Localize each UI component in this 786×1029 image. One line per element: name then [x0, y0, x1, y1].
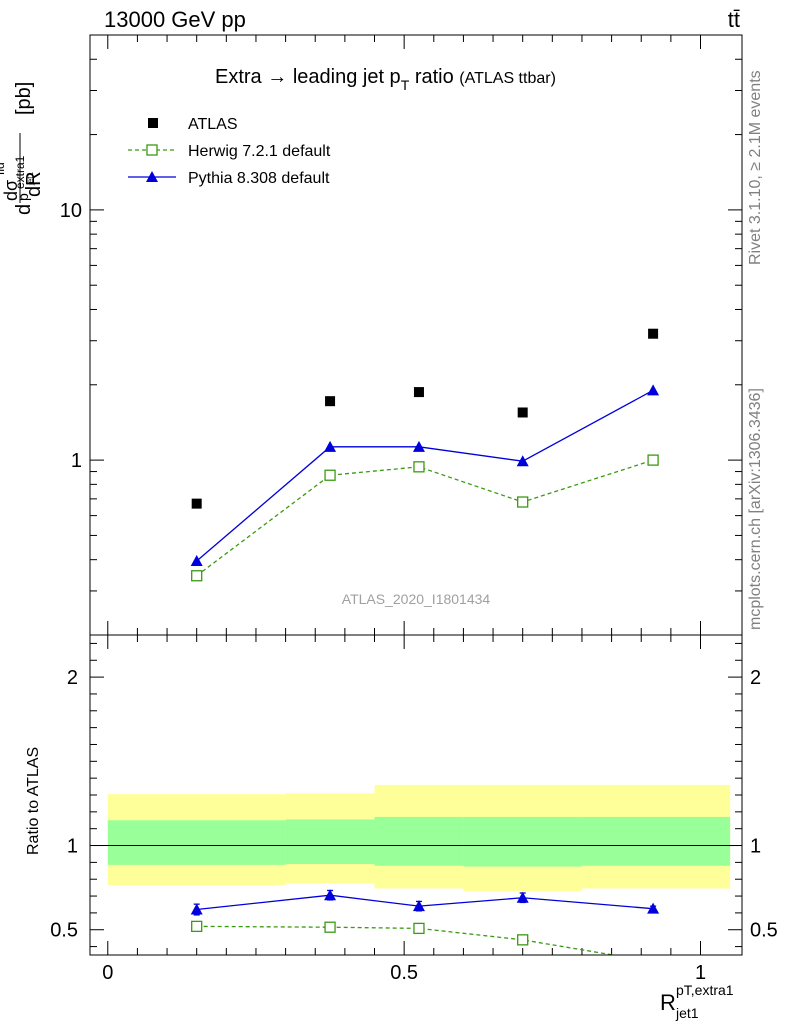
x-tick-label: 0.5 — [390, 962, 418, 984]
ratio-y-tick-label-right: 1 — [750, 836, 761, 858]
pythia-point — [516, 455, 529, 467]
side-label-lower: mcplots.cern.ch [arXiv:1306.3436] — [747, 388, 764, 630]
y-tick-label: 1 — [71, 450, 82, 472]
svg-text:pT,extra1: pT,extra1 — [676, 982, 734, 998]
ratio-plot-panel: 0.5 0.5 1 1 2 2 0 0.5 1 — [50, 635, 778, 984]
pythia-line — [196, 389, 654, 562]
atlas-uncertainty-band-inner — [374, 816, 464, 866]
pythia-ratio-point — [324, 889, 337, 901]
atlas-point — [517, 407, 528, 418]
side-label-upper: Rivet 3.1.10, ≥ 2.1M events — [747, 70, 764, 265]
herwig-ratio-point — [517, 934, 529, 946]
pythia-ratio-point — [412, 900, 425, 912]
pythia-ratio-line — [196, 894, 654, 911]
x-tick-label: 0 — [102, 962, 113, 984]
ratio-y-tick-label-left: 1 — [67, 836, 78, 858]
herwig-point — [191, 570, 203, 582]
herwig-ratio-point — [648, 957, 658, 967]
atlas-point — [191, 498, 202, 509]
herwig-point — [324, 469, 336, 481]
herwig-ratio-point — [324, 921, 336, 933]
legend: ATLAS Herwig 7.2.1 default Pythia 8.308 … — [128, 116, 331, 187]
atlas-uncertainty-band-inner — [463, 816, 582, 867]
svg-text:jet1: jet1 — [675, 1005, 699, 1021]
pythia-ratio-point — [516, 891, 529, 903]
pythia-ratio-point — [190, 903, 203, 915]
header-left: 13000 GeV pp — [104, 7, 246, 32]
atlas-point — [325, 396, 336, 407]
pythia-point — [412, 440, 425, 452]
pythia-ratio-point — [647, 902, 660, 914]
atlas-uncertainty-band-inner — [107, 820, 286, 865]
atlas-uncertainty-band-inner — [285, 819, 375, 865]
svg-text:jet1: jet1 — [26, 172, 35, 186]
svg-text:[pb]: [pb] — [13, 82, 35, 115]
main-plot-panel: 1 10 — [60, 34, 742, 636]
legend-marker-herwig — [146, 144, 158, 156]
analysis-watermark: ATLAS_2020_I1801434 — [342, 591, 491, 607]
ratio-plot-frame — [89, 634, 743, 956]
x-axis-label: R pT,extra1 jet1 — [660, 982, 734, 1021]
y-tick-label: 10 — [60, 200, 82, 222]
herwig-ratio-line — [196, 925, 617, 955]
svg-text:dR: dR — [23, 171, 45, 197]
ratio-y-tick-label-left: 0.5 — [50, 920, 78, 942]
legend-label-herwig: Herwig 7.2.1 default — [188, 143, 331, 160]
ratio-y-tick-label-left: 2 — [67, 667, 78, 689]
atlas-point — [648, 328, 659, 339]
x-tick-label: 1 — [695, 962, 706, 984]
herwig-point — [517, 496, 529, 508]
chart-title: Extra → leading jet pT ratio (ATLAS ttba… — [215, 66, 556, 95]
ratio-series-group — [190, 889, 660, 967]
herwig-point — [647, 454, 659, 466]
header-right: tt̄ — [728, 7, 740, 32]
svg-text:dσ: dσ — [1, 180, 21, 201]
ratio-y-tick-label-right: 2 — [750, 667, 761, 689]
legend-label-pythia: Pythia 8.308 default — [188, 170, 330, 187]
pythia-point — [190, 555, 203, 567]
svg-text:R: R — [660, 990, 676, 1015]
herwig-line — [196, 459, 654, 577]
ratio-y-tick-label-right: 0.5 — [750, 920, 778, 942]
pythia-point — [647, 384, 660, 396]
ratio-y-axis-label: Ratio to ATLAS — [25, 747, 42, 855]
pythia-point — [324, 440, 337, 452]
herwig-point — [413, 461, 425, 473]
legend-marker-pythia — [146, 171, 158, 182]
atlas-point — [413, 387, 424, 398]
legend-label-atlas: ATLAS — [188, 116, 238, 133]
herwig-ratio-point — [413, 922, 425, 935]
legend-marker-atlas — [148, 118, 158, 128]
main-y-axis-label: d dσ fid p extra1 jet1 dR [pb] — [0, 82, 45, 215]
svg-text:fid: fid — [0, 162, 7, 175]
atlas-uncertainty-band-inner — [581, 816, 731, 866]
svg-text:d: d — [13, 204, 35, 215]
svg-text:p: p — [15, 193, 31, 201]
herwig-ratio-point — [191, 920, 203, 933]
